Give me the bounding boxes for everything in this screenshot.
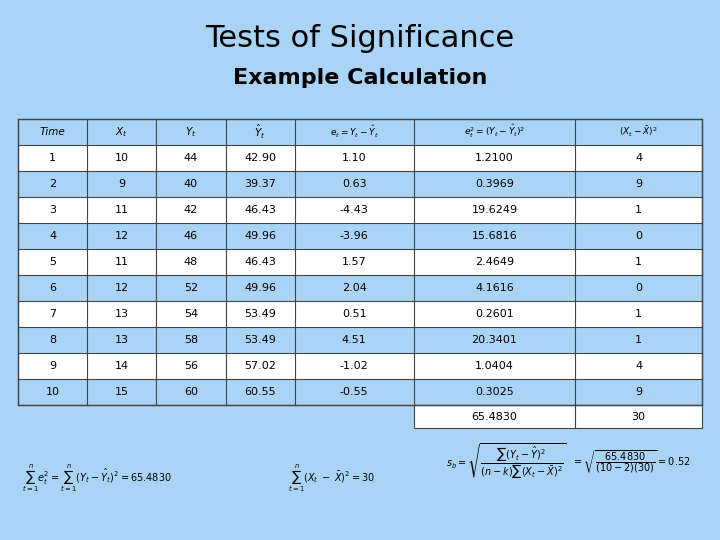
Text: 9: 9 [635, 179, 642, 189]
Text: 1: 1 [635, 205, 642, 215]
Text: 2.04: 2.04 [342, 283, 366, 293]
Text: 0.3025: 0.3025 [475, 387, 514, 397]
Text: 42: 42 [184, 205, 198, 215]
Bar [18, 197, 702, 223]
Text: 30: 30 [631, 411, 646, 422]
Text: 13: 13 [114, 335, 129, 345]
Text: 11: 11 [114, 257, 129, 267]
Bar [18, 249, 702, 275]
Text: 40: 40 [184, 179, 198, 189]
Text: 48: 48 [184, 257, 198, 267]
Text: 2: 2 [49, 179, 56, 189]
Text: -0.55: -0.55 [340, 387, 369, 397]
Text: -3.96: -3.96 [340, 231, 369, 241]
Text: 44: 44 [184, 153, 198, 163]
Text: 10: 10 [114, 153, 129, 163]
Text: 12: 12 [114, 283, 129, 293]
Text: 1.57: 1.57 [342, 257, 366, 267]
Text: 4.51: 4.51 [342, 335, 366, 345]
Text: 12: 12 [114, 231, 129, 241]
Text: $e_t^2 = (Y_t - \hat{Y}_t)^2$: $e_t^2 = (Y_t - \hat{Y}_t)^2$ [464, 123, 525, 140]
Text: 6: 6 [49, 283, 56, 293]
Text: 13: 13 [114, 309, 129, 319]
Text: $= \sqrt{\dfrac{65.4830}{(10-2)(30)}} = 0.52$: $= \sqrt{\dfrac{65.4830}{(10-2)(30)}} = … [572, 448, 691, 475]
Bar [18, 379, 702, 405]
Text: 20.3401: 20.3401 [472, 335, 518, 345]
Bar [18, 145, 702, 171]
Text: 0.3969: 0.3969 [475, 179, 514, 189]
Text: 7: 7 [49, 309, 56, 319]
Text: 49.96: 49.96 [244, 231, 276, 241]
Text: 60: 60 [184, 387, 198, 397]
Bar [18, 327, 702, 353]
Text: $s_b = \sqrt{\dfrac{\sum(Y_t - \hat{Y})^2}{(n-k)\sum(X_t - \bar{X})^2}}$: $s_b = \sqrt{\dfrac{\sum(Y_t - \hat{Y})^… [446, 442, 567, 482]
Bar [18, 301, 702, 327]
Bar [18, 275, 702, 301]
Text: 2.4649: 2.4649 [475, 257, 514, 267]
Bar [18, 353, 702, 379]
Bar [414, 405, 575, 428]
Text: 5: 5 [49, 257, 56, 267]
Text: 58: 58 [184, 335, 198, 345]
Text: Time: Time [40, 127, 66, 137]
Text: 14: 14 [114, 361, 129, 371]
Text: 0: 0 [635, 283, 642, 293]
Text: 0.51: 0.51 [342, 309, 366, 319]
Text: 19.6249: 19.6249 [472, 205, 518, 215]
Text: 3: 3 [49, 205, 56, 215]
Text: 9: 9 [118, 179, 125, 189]
Text: 60.55: 60.55 [244, 387, 276, 397]
Text: -4.43: -4.43 [340, 205, 369, 215]
Text: 65.4830: 65.4830 [472, 411, 518, 422]
Text: $\hat{Y}_t$: $\hat{Y}_t$ [254, 123, 266, 141]
Text: 9: 9 [635, 387, 642, 397]
Bar [18, 223, 702, 249]
Text: 4: 4 [49, 231, 56, 241]
Text: 1: 1 [635, 335, 642, 345]
Text: 15: 15 [114, 387, 129, 397]
Text: 49.96: 49.96 [244, 283, 276, 293]
Text: 4: 4 [635, 153, 642, 163]
Text: $X_t$: $X_t$ [115, 125, 128, 139]
Text: 46: 46 [184, 231, 198, 241]
Text: 1.0404: 1.0404 [475, 361, 514, 371]
Text: 11: 11 [114, 205, 129, 215]
Text: -1.02: -1.02 [340, 361, 369, 371]
Text: 46.43: 46.43 [244, 257, 276, 267]
Text: Tests of Significance: Tests of Significance [205, 24, 515, 53]
Text: $Y_t$: $Y_t$ [185, 125, 197, 139]
Text: 57.02: 57.02 [244, 361, 276, 371]
Text: $e_t = Y_t - \hat{Y}_t$: $e_t = Y_t - \hat{Y}_t$ [330, 124, 379, 140]
Text: 46.43: 46.43 [244, 205, 276, 215]
Bar [18, 171, 702, 197]
Text: 53.49: 53.49 [244, 309, 276, 319]
Text: 0: 0 [635, 231, 642, 241]
Bar [18, 119, 702, 145]
Text: $(X_t - \bar{X})^2$: $(X_t - \bar{X})^2$ [619, 125, 658, 139]
Text: 15.6816: 15.6816 [472, 231, 518, 241]
Text: 4: 4 [635, 361, 642, 371]
Text: 1: 1 [635, 257, 642, 267]
Bar [575, 405, 702, 428]
Text: $\sum_{t=1}^{n} e_t^2 = \sum_{t=1}^{n} (Y_t - \hat{Y}_t)^2 = 65.4830$: $\sum_{t=1}^{n} e_t^2 = \sum_{t=1}^{n} (… [22, 462, 171, 494]
Text: $\sum_{t=1}^{n} (X_t \;-\; \bar{X})^2 = 30$: $\sum_{t=1}^{n} (X_t \;-\; \bar{X})^2 = … [288, 462, 375, 494]
Text: 10: 10 [45, 387, 60, 397]
Text: 52: 52 [184, 283, 198, 293]
Text: 1: 1 [49, 153, 56, 163]
Text: 1.10: 1.10 [342, 153, 366, 163]
Text: 0.63: 0.63 [342, 179, 366, 189]
Text: 4.1616: 4.1616 [475, 283, 514, 293]
Text: 56: 56 [184, 361, 198, 371]
Text: 54: 54 [184, 309, 198, 319]
Text: 9: 9 [49, 361, 56, 371]
Text: 42.90: 42.90 [244, 153, 276, 163]
Text: 8: 8 [49, 335, 56, 345]
Text: 1: 1 [635, 309, 642, 319]
Text: 39.37: 39.37 [244, 179, 276, 189]
Text: 1.2100: 1.2100 [475, 153, 514, 163]
Text: Example Calculation: Example Calculation [233, 68, 487, 87]
Text: 53.49: 53.49 [244, 335, 276, 345]
Text: 0.2601: 0.2601 [475, 309, 514, 319]
